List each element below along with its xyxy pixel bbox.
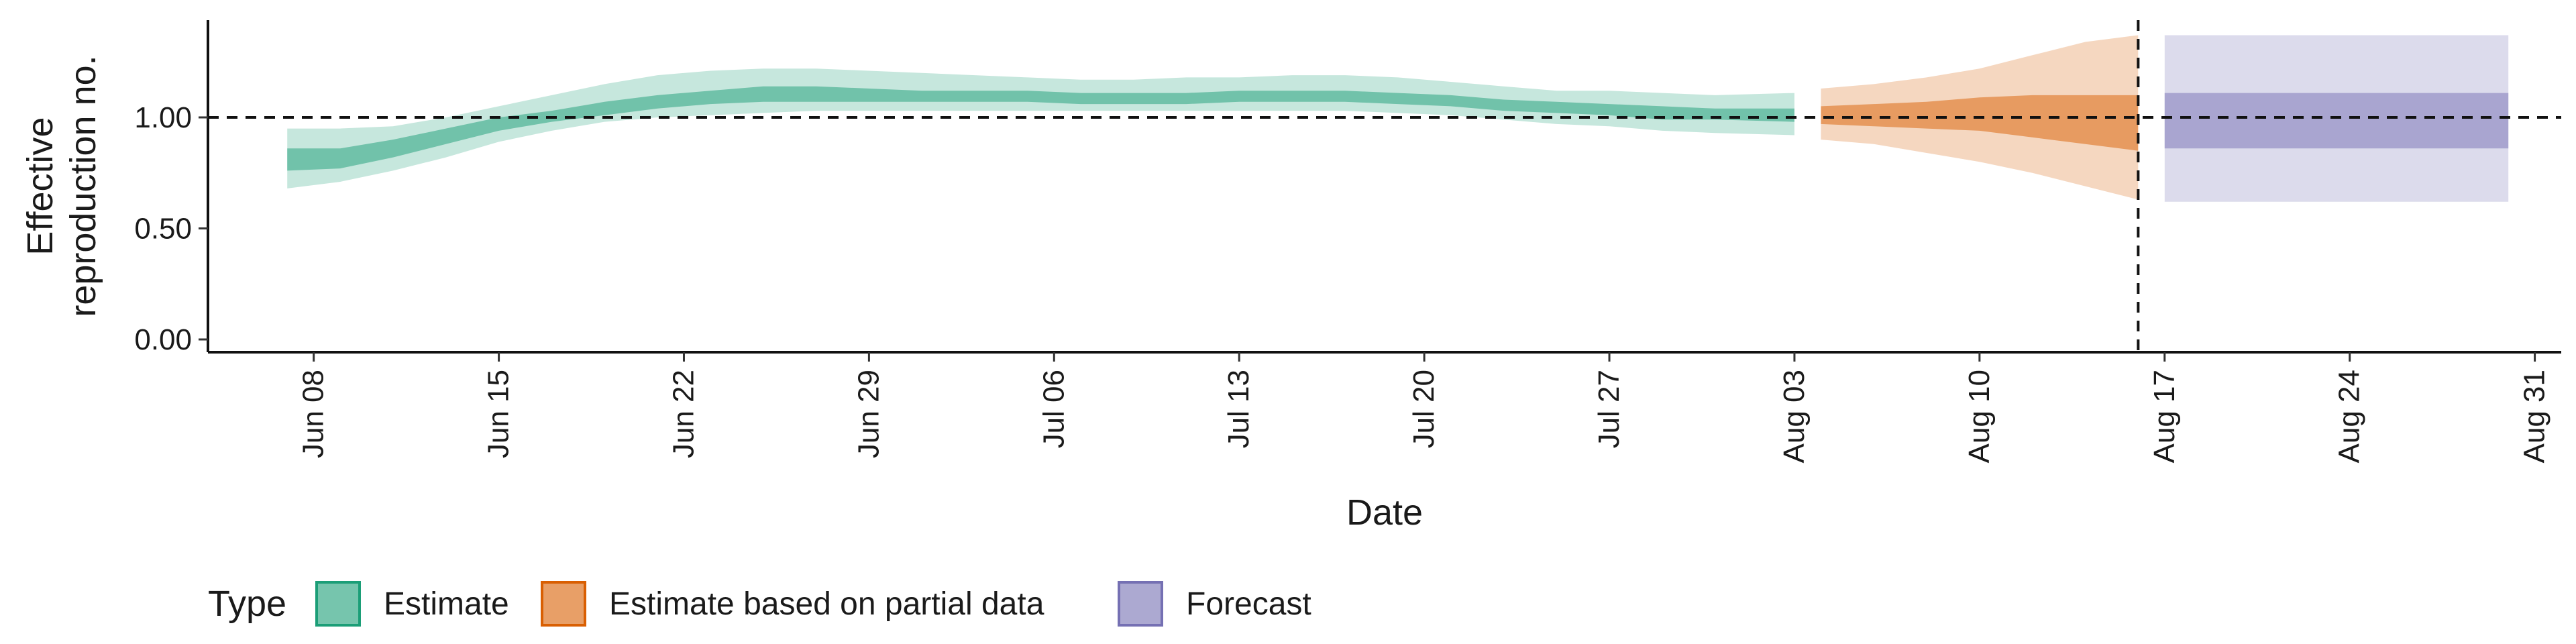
series-1-band-50 [1821,95,2139,151]
legend-label-1: Estimate based on partial data [609,586,1044,622]
axes: 0.00 0.50 1.00 Jun 08 Jun 15 Jun 22 Jun 29 Jul … [20,20,2561,533]
x-tick-label-12: Aug 31 [2518,370,2551,463]
x-tick-label-2: Jun 22 [667,370,700,458]
legend-key-2 [1118,581,1163,627]
y-tick-label-0: 0.00 [134,323,192,356]
legend-label-0: Estimate [384,586,509,622]
x-tick-label-0: Jun 08 [297,370,330,458]
x-tick-label-5: Jul 13 [1222,370,1255,448]
legend-key-0 [315,581,361,627]
y-tick-label-2: 1.00 [134,101,192,134]
legend-label-2: Forecast [1186,586,1311,622]
x-tick-label-1: Jun 15 [482,370,515,458]
series-0-band-50 [287,86,1794,171]
x-tick-label-4: Jul 06 [1037,370,1070,448]
legend-title: Type [208,584,286,624]
x-tick-label-11: Aug 24 [2333,370,2366,463]
legend: Type Estimate Estimate based on partial da… [208,581,1311,627]
x-tick-label-9: Aug 10 [1963,370,1996,463]
legend-key-1 [541,581,586,627]
x-tick-label-10: Aug 17 [2148,370,2181,463]
x-tick-label-7: Jul 27 [1593,370,1625,448]
series-0 [287,68,1794,189]
series-2-band-50 [2164,93,2509,149]
x-tick-label-3: Jun 29 [852,370,885,458]
x-tick-label-6: Jul 20 [1407,370,1440,448]
x-tick-label-8: Aug 03 [1778,370,1811,463]
y-axis-title-line-0: Effective [20,117,60,255]
reference-lines [208,20,2561,352]
y-axis-title-line-1: reproduction no. [63,55,103,317]
y-tick-label-1: 0.50 [134,213,192,246]
y-axis-title: Effectivereproduction no. [20,55,103,317]
x-axis-title: Date [1346,492,1423,533]
